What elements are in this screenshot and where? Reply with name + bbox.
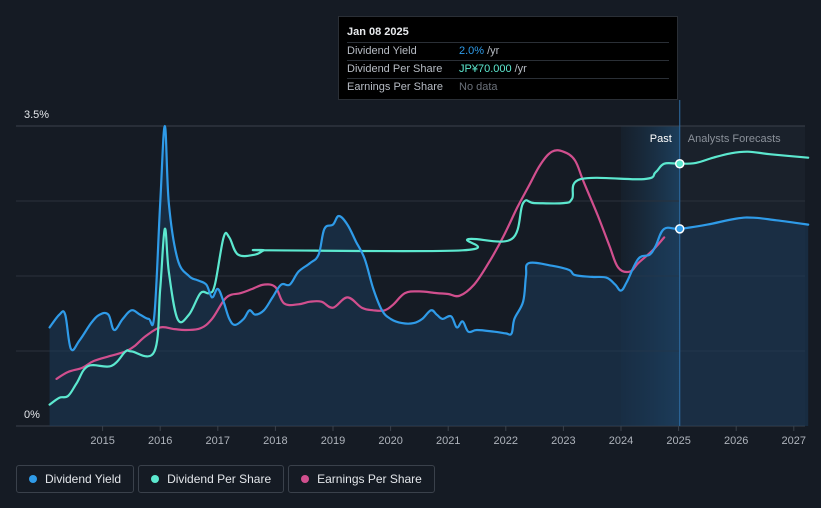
legend-dividend-per-share[interactable]: Dividend Per Share xyxy=(138,465,285,493)
x-tick-label: 2015 xyxy=(90,435,114,447)
marker-dividend-yield xyxy=(675,224,685,234)
tooltip-unit: /yr xyxy=(514,63,527,75)
tooltip-key: Dividend Per Share xyxy=(347,63,443,75)
x-tick-label: 2025 xyxy=(666,435,690,447)
x-tick-label: 2023 xyxy=(551,435,575,447)
legend-earnings-per-share[interactable]: Earnings Per Share xyxy=(288,465,435,493)
forecast-region-label: Analysts Forecasts xyxy=(688,133,781,145)
tooltip-unit: /yr xyxy=(487,45,500,57)
tooltip-key: Dividend Yield xyxy=(347,45,417,57)
legend-label: Dividend Yield xyxy=(45,472,122,486)
tooltip-row-dividend-yield: Dividend Yield 2.0% /yr xyxy=(347,43,669,61)
x-axis: 2015 2016 2017 2018 2019 2020 2021 2022 2023 2024… xyxy=(90,426,806,447)
legend-label: Dividend Per Share xyxy=(167,472,272,486)
series-line-dividend-yield xyxy=(48,124,810,352)
series-line-earnings-per-share xyxy=(55,149,666,380)
x-tick-label: 2016 xyxy=(148,435,172,447)
series-line-dividend-per-share xyxy=(48,150,810,406)
y-tick-bottom: 0% xyxy=(24,409,40,421)
chart-legend: Dividend Yield Dividend Per Share Earnin… xyxy=(16,465,435,493)
past-region-label: Past xyxy=(650,133,672,145)
tooltip-date: Jan 08 2025 xyxy=(347,24,669,43)
tooltip-row-earnings-per-share: Earnings Per Share No data xyxy=(347,79,669,96)
x-tick-label: 2027 xyxy=(782,435,806,447)
marker-dividend-per-share xyxy=(675,158,685,169)
x-tick-label: 2020 xyxy=(378,435,402,447)
legend-dividend-yield[interactable]: Dividend Yield xyxy=(16,465,135,493)
tooltip-value: No data xyxy=(459,81,498,93)
legend-dot-icon xyxy=(29,475,37,483)
legend-dot-icon xyxy=(151,475,160,483)
tooltip-key: Earnings Per Share xyxy=(347,81,443,93)
x-tick-label: 2021 xyxy=(436,435,460,447)
chart-tooltip: Jan 08 2025 Dividend Yield 2.0% /yr Divi… xyxy=(338,16,678,100)
x-tick-label: 2018 xyxy=(263,435,287,447)
x-tick-label: 2022 xyxy=(494,435,518,447)
tooltip-value: 2.0% xyxy=(459,45,485,57)
x-tick-label: 2019 xyxy=(321,435,345,447)
x-tick-label: 2026 xyxy=(724,435,748,447)
legend-dot-icon xyxy=(301,475,310,483)
x-tick-label: 2017 xyxy=(206,435,230,447)
dividend-yield-area xyxy=(49,126,809,426)
tooltip-value: JP¥70.000 xyxy=(459,63,512,75)
tooltip-row-dividend-per-share: Dividend Per Share JP¥70.000 /yr xyxy=(347,61,669,79)
x-tick-label: 2024 xyxy=(609,435,633,447)
y-tick-top: 3.5% xyxy=(24,109,49,121)
legend-label: Earnings Per Share xyxy=(317,472,422,486)
